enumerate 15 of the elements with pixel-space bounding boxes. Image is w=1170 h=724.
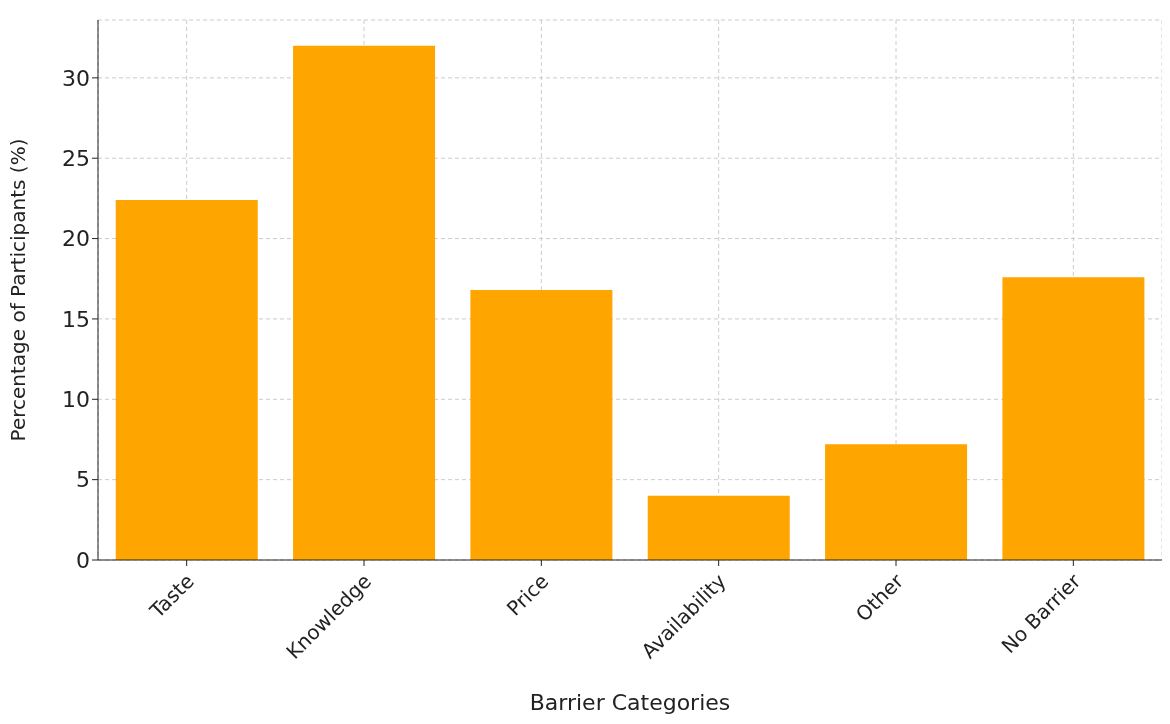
- bar: [825, 444, 968, 560]
- y-tick-label: 15: [62, 306, 90, 332]
- y-tick-label: 20: [62, 226, 90, 252]
- x-axis-title: Barrier Categories: [529, 690, 731, 715]
- bar: [647, 495, 790, 560]
- bar: [470, 290, 613, 560]
- y-tick-label: 0: [76, 547, 90, 573]
- y-tick-label: 10: [62, 387, 90, 413]
- bar: [1002, 277, 1145, 560]
- y-tick-label: 25: [62, 146, 90, 172]
- y-axis-title: Percentage of Participants (%): [6, 138, 31, 442]
- bar: [293, 45, 436, 560]
- y-tick-label: 5: [76, 467, 90, 493]
- y-tick-label: 30: [62, 65, 90, 91]
- bar: [115, 200, 258, 560]
